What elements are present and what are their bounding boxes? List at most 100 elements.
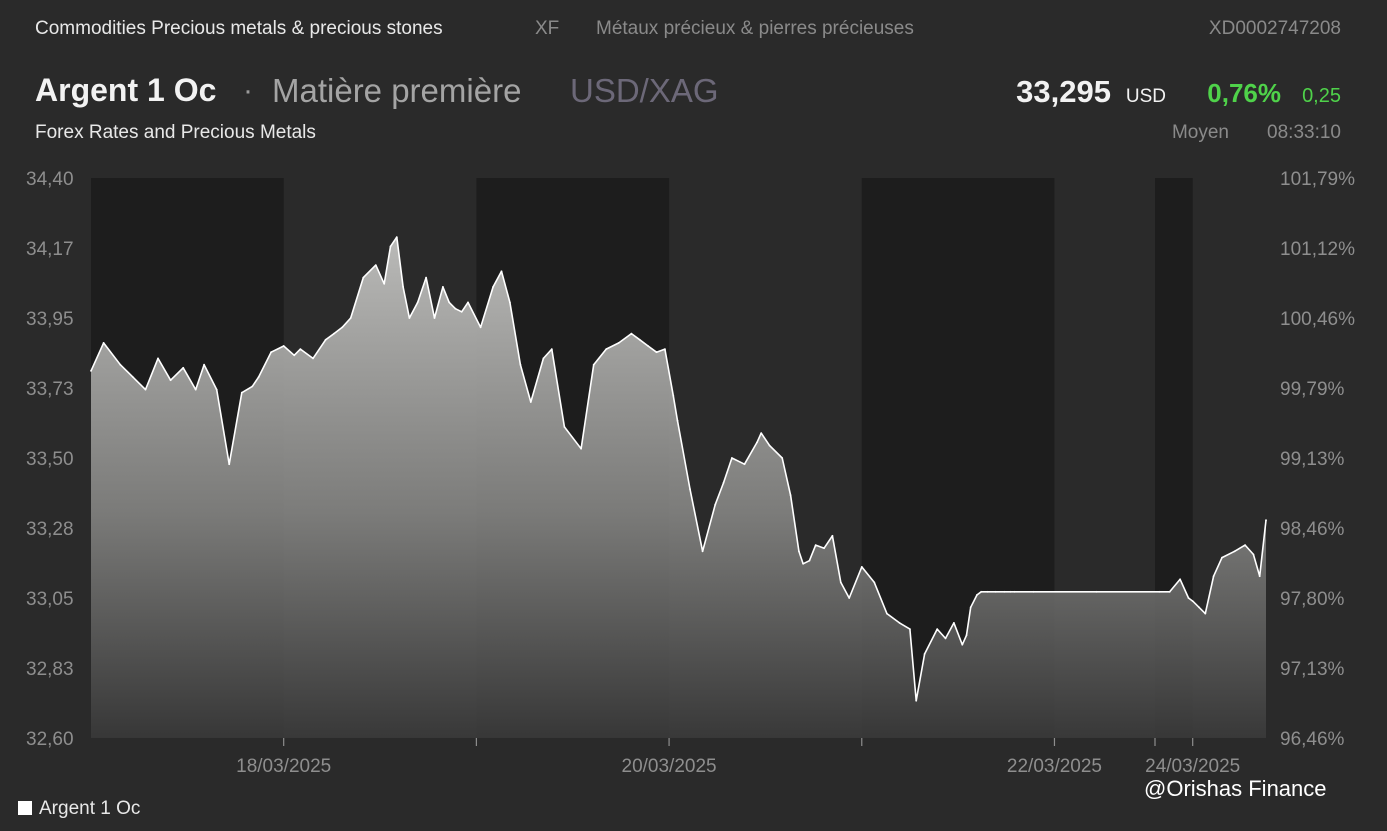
- data-point: [408, 317, 411, 319]
- data-point: [886, 612, 888, 615]
- y-tick-label-right: 98,46%: [1280, 519, 1345, 540]
- data-point: [362, 276, 365, 279]
- data-point: [119, 363, 122, 366]
- instrument-type: Matière première: [272, 72, 522, 109]
- data-point: [1265, 519, 1267, 522]
- data-point: [257, 376, 260, 378]
- data-point: [1233, 550, 1236, 553]
- data-point: [1009, 590, 1012, 593]
- data-point: [915, 699, 918, 702]
- data-point: [814, 544, 817, 546]
- data-point: [270, 351, 272, 354]
- data-point: [986, 590, 989, 593]
- data-point: [293, 354, 296, 357]
- data-point: [655, 351, 658, 354]
- data-point: [402, 286, 404, 288]
- data-point: [965, 634, 968, 637]
- data-point: [500, 270, 503, 273]
- data-point: [701, 550, 704, 553]
- currency-pair: USD/XAG: [570, 72, 719, 109]
- breadcrumb[interactable]: Commodities Precious metals & precious s…: [35, 18, 443, 39]
- data-point: [395, 236, 398, 238]
- data-point: [953, 622, 955, 624]
- data-point: [976, 594, 978, 596]
- y-tick-label-left: 33,28: [26, 519, 74, 540]
- data-point: [383, 282, 386, 285]
- data-point: [980, 590, 983, 593]
- y-tick-label-left: 34,40: [26, 169, 74, 190]
- data-point: [144, 388, 147, 391]
- breadcrumb-french[interactable]: Métaux précieux & pierres précieuses: [596, 18, 914, 39]
- y-tick-label-right: 96,46%: [1280, 729, 1345, 750]
- data-point: [299, 348, 302, 350]
- legend-label: Argent 1 Oc: [39, 798, 141, 819]
- data-source: Forex Rates and Precious Metals: [35, 122, 316, 143]
- data-point: [1198, 606, 1200, 609]
- exchange-code: XF: [535, 18, 560, 39]
- data-point: [194, 388, 197, 391]
- data-point: [203, 363, 206, 366]
- title-separator: ·: [243, 74, 253, 107]
- data-point: [1244, 544, 1246, 546]
- data-point: [132, 376, 134, 378]
- data-point: [433, 317, 436, 319]
- data-point: [467, 301, 469, 304]
- data-point: [479, 326, 482, 329]
- area-layer: [90, 236, 1267, 738]
- data-point: [324, 338, 327, 341]
- data-point: [802, 562, 804, 565]
- chart-legend[interactable]: Argent 1 Oc: [18, 798, 140, 822]
- data-point: [944, 637, 947, 640]
- data-point: [333, 332, 335, 335]
- data-point: [1013, 590, 1016, 593]
- y-tick-label-left: 33,05: [26, 589, 74, 610]
- data-point: [722, 482, 725, 484]
- chart-svg[interactable]: 34,40 34,17 33,95 33,73 33,50 33,28 33,05 32,83…: [0, 160, 1387, 800]
- data-point: [1187, 597, 1190, 599]
- y-tick-label-left: 32,60: [26, 729, 74, 750]
- data-point: [90, 370, 92, 372]
- data-point: [169, 379, 172, 382]
- price-chart[interactable]: 34,40 34,17 33,95 33,73 33,50 33,28 33,05 32,83…: [0, 160, 1387, 800]
- data-point: [617, 342, 620, 344]
- data-point: [529, 401, 532, 403]
- data-point: [768, 444, 771, 447]
- series-area: [91, 237, 1266, 738]
- y-tick-label-right: 99,13%: [1280, 449, 1345, 470]
- x-axis: 18/03/2025 20/03/2025 22/03/2025 24/03/2025: [236, 738, 1240, 777]
- data-point: [492, 286, 494, 288]
- instrument-sub-row: Forex Rates and Precious Metals Moyen 08…: [35, 122, 1341, 146]
- data-point: [848, 597, 851, 599]
- data-point: [389, 245, 392, 248]
- data-point: [542, 357, 545, 360]
- data-point: [936, 628, 939, 630]
- data-point: [1158, 590, 1161, 593]
- data-point: [781, 457, 784, 459]
- data-point: [798, 550, 800, 553]
- data-point: [1032, 590, 1035, 593]
- data-point: [1258, 575, 1261, 578]
- y-tick-label-left: 33,73: [26, 379, 74, 400]
- y-tick-label-right: 99,79%: [1280, 379, 1345, 400]
- y-tick-label-right: 97,80%: [1280, 589, 1345, 610]
- y-tick-label-left: 32,83: [26, 659, 74, 680]
- data-point: [425, 276, 427, 279]
- isin-code: XD0002747208: [1208, 18, 1341, 39]
- data-point: [282, 345, 285, 347]
- data-point: [909, 628, 911, 630]
- data-point: [714, 503, 717, 506]
- data-point: [240, 391, 243, 394]
- data-point: [454, 307, 457, 310]
- x-tick-label: 24/03/2025: [1145, 756, 1240, 777]
- y-tick-label-left: 33,95: [26, 309, 74, 330]
- header-bar: Commodities Precious metals & precious s…: [35, 18, 1341, 44]
- last-price: 33,295: [1016, 74, 1111, 109]
- data-point: [312, 357, 314, 360]
- y-tick-label-right: 100,46%: [1280, 309, 1355, 330]
- data-point: [1212, 575, 1215, 578]
- data-point: [228, 463, 231, 466]
- data-point: [672, 394, 675, 397]
- data-point: [102, 342, 105, 344]
- watermark: @Orishas Finance: [1144, 776, 1327, 801]
- data-point: [664, 348, 666, 350]
